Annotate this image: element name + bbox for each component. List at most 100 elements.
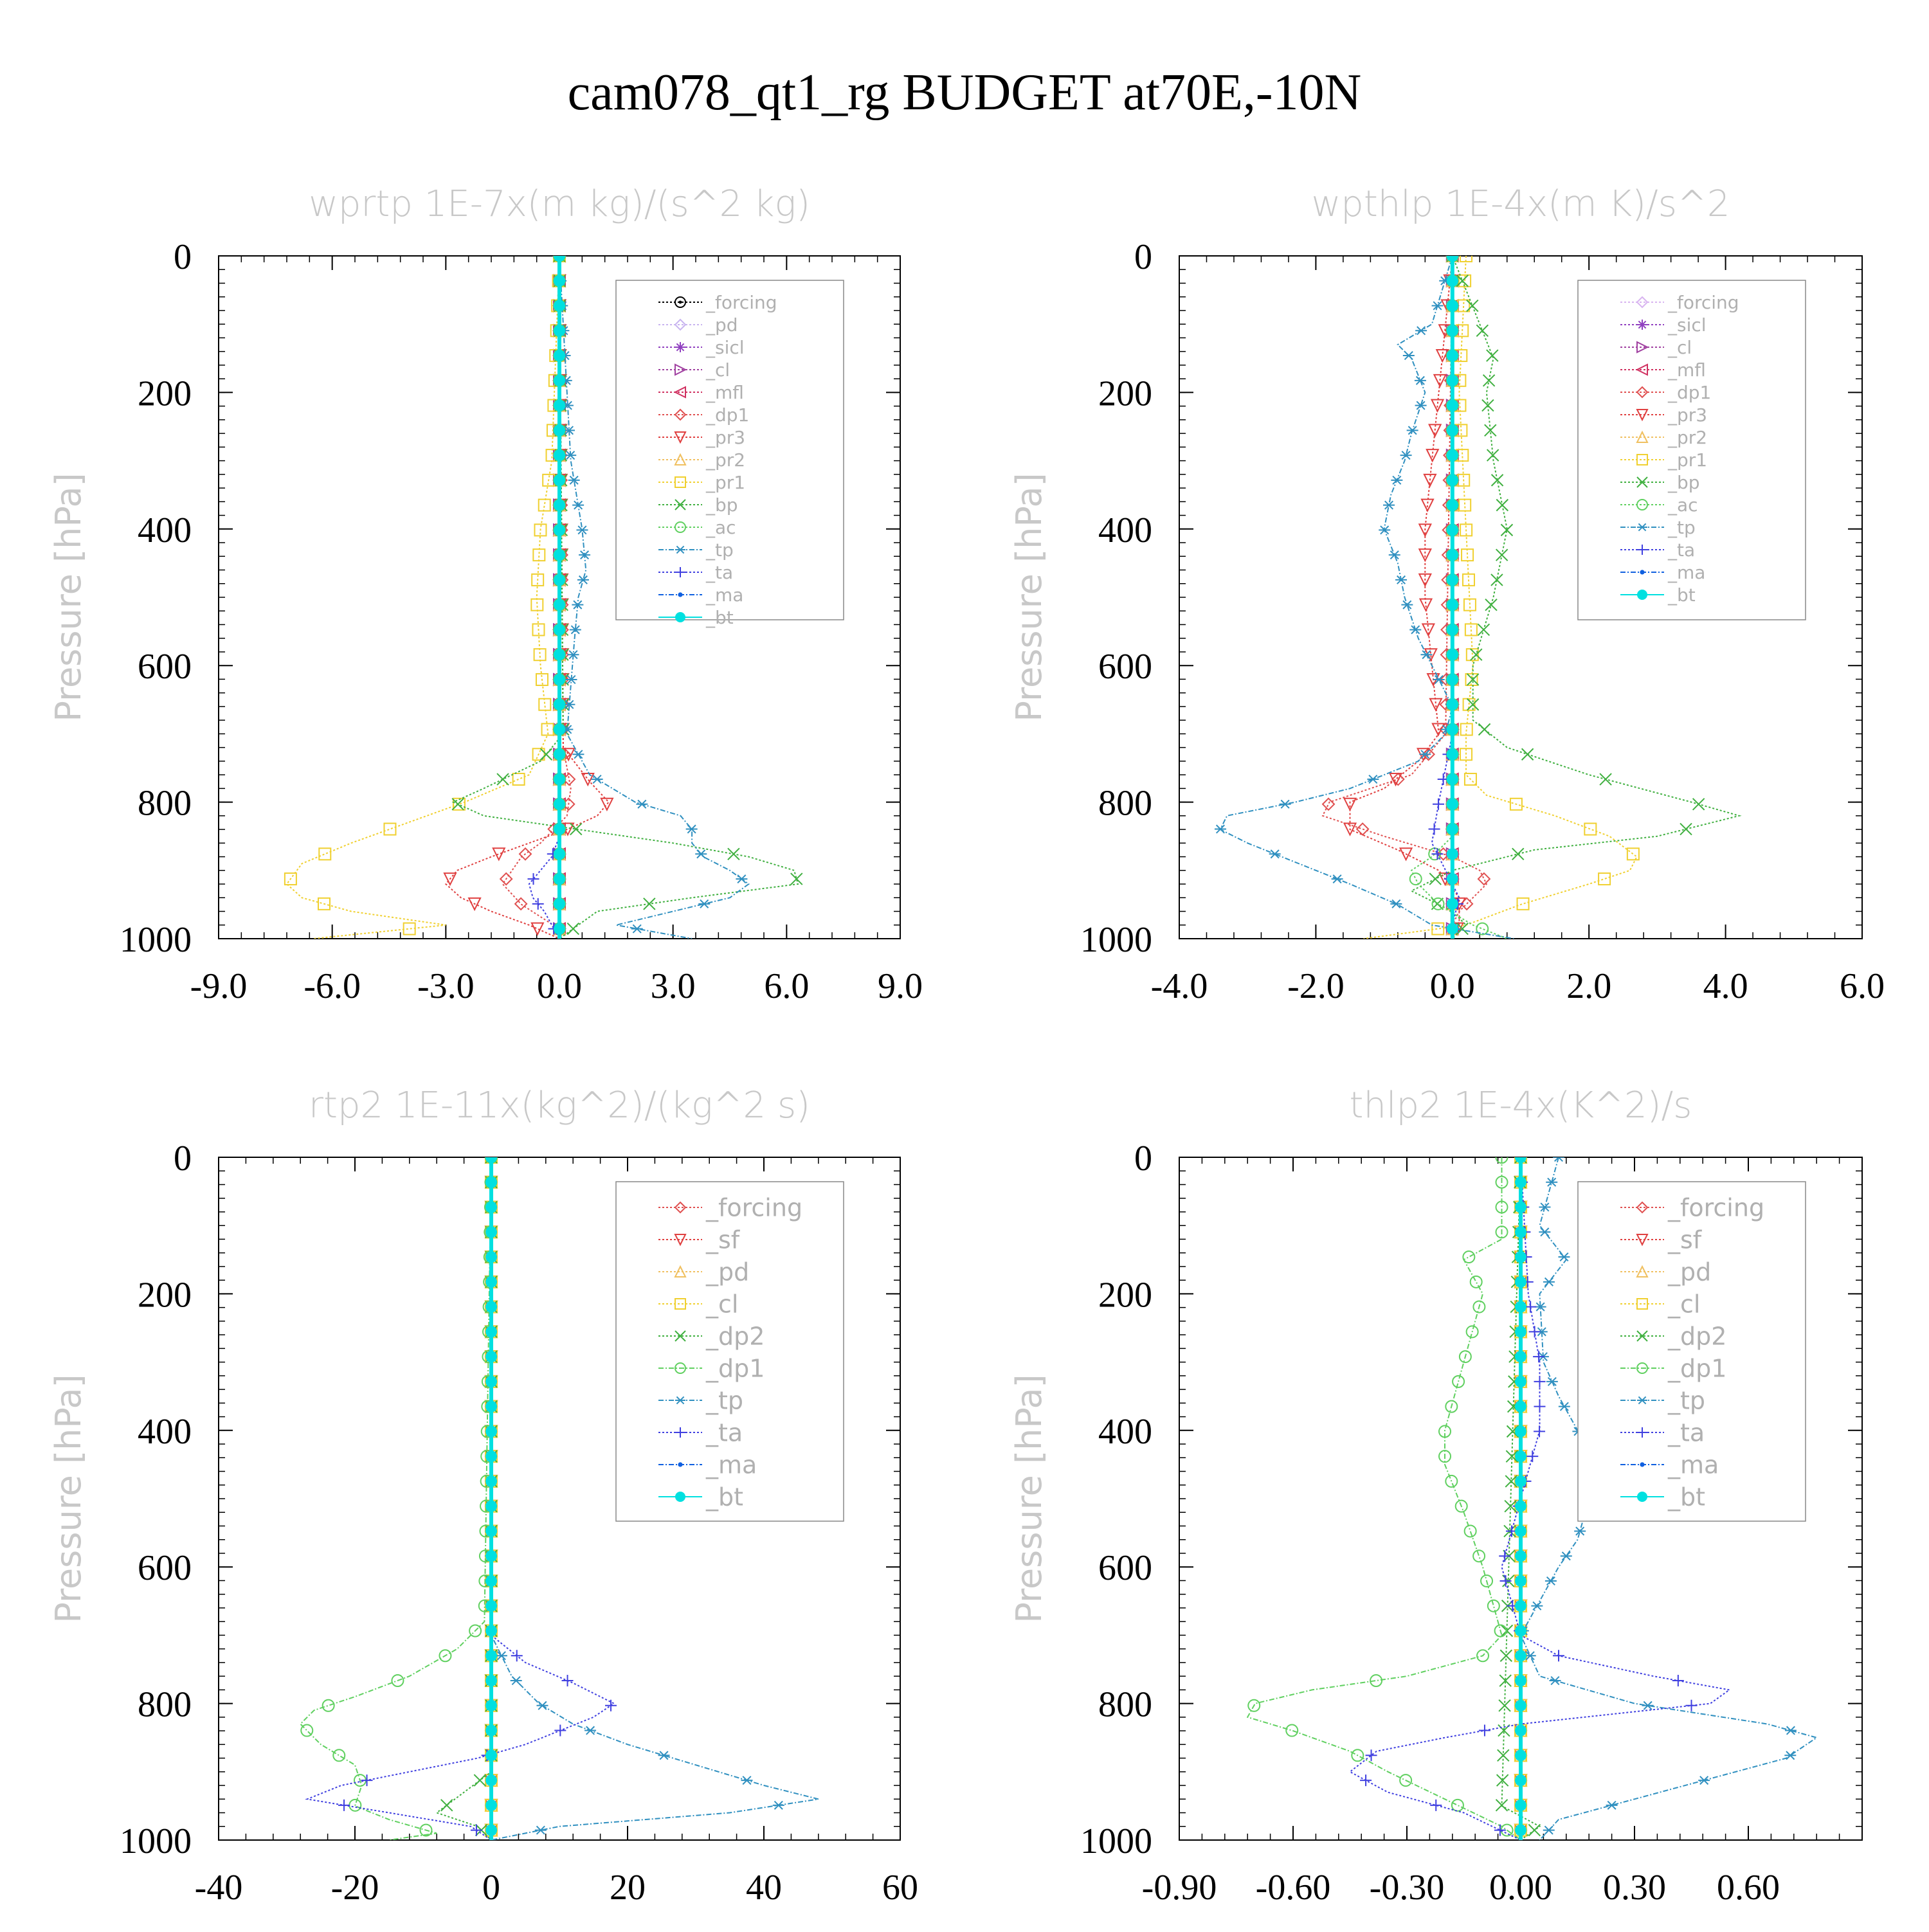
series-marker xyxy=(1446,798,1458,810)
series-marker xyxy=(1451,1798,1464,1812)
legend-label: _dp2 xyxy=(705,1322,765,1350)
series-line xyxy=(491,1157,819,1840)
series-marker xyxy=(1496,498,1509,512)
series-bt xyxy=(1515,1157,1526,1840)
series-marker xyxy=(332,1749,346,1762)
series-marker xyxy=(419,1823,433,1837)
series-marker xyxy=(1515,1724,1526,1737)
series-marker xyxy=(1484,424,1497,437)
series-marker xyxy=(1446,923,1458,935)
legend-label: _pr3 xyxy=(1667,404,1707,426)
legend-label: _ac xyxy=(705,517,736,538)
series-marker xyxy=(1560,1551,1572,1561)
y-tick-label: 200 xyxy=(138,1275,192,1315)
series-marker xyxy=(1395,575,1408,584)
series-marker xyxy=(518,847,532,861)
y-tick-label: 1000 xyxy=(120,1821,192,1861)
legend-marker xyxy=(1637,320,1647,330)
legend-label: _bt xyxy=(1667,584,1696,606)
legend-entry: _ma xyxy=(1620,562,1705,583)
series-marker xyxy=(492,847,506,862)
series-marker xyxy=(1446,325,1458,337)
legend-marker xyxy=(678,592,683,597)
series-marker xyxy=(1370,1674,1383,1688)
series-marker xyxy=(1429,698,1443,712)
series-marker xyxy=(1399,847,1413,862)
series-marker xyxy=(1214,824,1226,834)
series-marker xyxy=(1498,1699,1511,1712)
series-marker xyxy=(1515,1699,1526,1711)
series-marker xyxy=(643,898,656,910)
legend-label: _bp xyxy=(1667,472,1700,493)
series-marker xyxy=(1505,1450,1519,1463)
legend-entry: _ma xyxy=(658,1450,757,1479)
legend-label: _pr2 xyxy=(1667,427,1707,448)
legend-label: _cl xyxy=(1667,1290,1700,1318)
series-marker xyxy=(1672,1675,1684,1687)
series-marker xyxy=(554,499,565,511)
series-marker xyxy=(1435,349,1449,363)
series-bt xyxy=(1446,256,1458,939)
series-marker xyxy=(1478,1724,1490,1737)
legend-marker xyxy=(678,1462,683,1467)
chart-panels: wprtp 1E-7x(m kg)/(s^2 kg) Pressure [hPa]… xyxy=(48,183,1885,1908)
y-tick-label: 200 xyxy=(1098,1275,1152,1315)
series-marker xyxy=(1515,1475,1526,1487)
series-marker xyxy=(1446,748,1458,761)
series-marker xyxy=(554,649,565,661)
series-marker xyxy=(600,797,614,812)
y-tick-label: 800 xyxy=(1098,784,1152,824)
series-marker xyxy=(565,674,577,684)
series-marker xyxy=(554,823,565,835)
series-marker xyxy=(1642,1701,1654,1710)
series-marker xyxy=(1698,1776,1710,1785)
series-marker xyxy=(485,1157,497,1163)
legend-label: _pd xyxy=(705,1258,749,1286)
series-pr3 xyxy=(443,256,614,939)
series-marker xyxy=(1495,1175,1508,1189)
legend-entry: _cl xyxy=(658,359,730,381)
series-marker xyxy=(554,573,565,586)
legend-label: _pd xyxy=(705,314,738,336)
series-marker xyxy=(554,873,565,885)
series-marker xyxy=(532,548,546,562)
y-tick-label: 400 xyxy=(138,1412,192,1452)
legend-entry: _bt xyxy=(658,1483,743,1511)
series-marker xyxy=(554,673,565,685)
series-line xyxy=(1219,256,1514,939)
series-marker xyxy=(1458,498,1472,512)
legend-marker xyxy=(674,453,687,465)
legend-marker xyxy=(1637,1427,1647,1438)
series-marker xyxy=(1534,1375,1546,1387)
legend-entry: _pr3 xyxy=(1620,404,1707,426)
y-tick-label: 200 xyxy=(138,374,192,413)
series-marker xyxy=(581,773,595,787)
series-marker xyxy=(1391,475,1403,485)
series-marker xyxy=(1446,624,1458,636)
legend-entry: _sicl xyxy=(1620,314,1707,336)
series-marker xyxy=(631,924,643,934)
legend-entry: _bt xyxy=(1620,1483,1705,1511)
legend-label: _forcing xyxy=(705,1193,802,1222)
legend-marker xyxy=(1636,409,1649,422)
series-marker xyxy=(1466,299,1479,312)
series-marker xyxy=(1446,773,1458,786)
series-marker xyxy=(1438,1450,1451,1463)
series-marker xyxy=(1279,799,1291,809)
legend-marker xyxy=(675,521,686,533)
series-marker xyxy=(485,1276,497,1288)
series-marker xyxy=(1423,473,1437,488)
series-marker xyxy=(576,525,588,535)
legend-label: _tp xyxy=(705,539,734,561)
series-marker xyxy=(485,1699,497,1711)
chart-panel-0: wprtp 1E-7x(m kg)/(s^2 kg) Pressure [hPa]… xyxy=(48,183,923,1006)
legend-marker xyxy=(1637,545,1647,555)
y-tick-label: 400 xyxy=(1098,510,1152,550)
legend-entry: _dp1 xyxy=(1620,1354,1726,1382)
y-tick-label: 1000 xyxy=(120,920,192,960)
y-tick-label: 0 xyxy=(1134,1139,1152,1178)
series-marker xyxy=(1446,649,1458,661)
y-tick-label: 600 xyxy=(138,1548,192,1588)
series-marker xyxy=(1546,1177,1558,1187)
